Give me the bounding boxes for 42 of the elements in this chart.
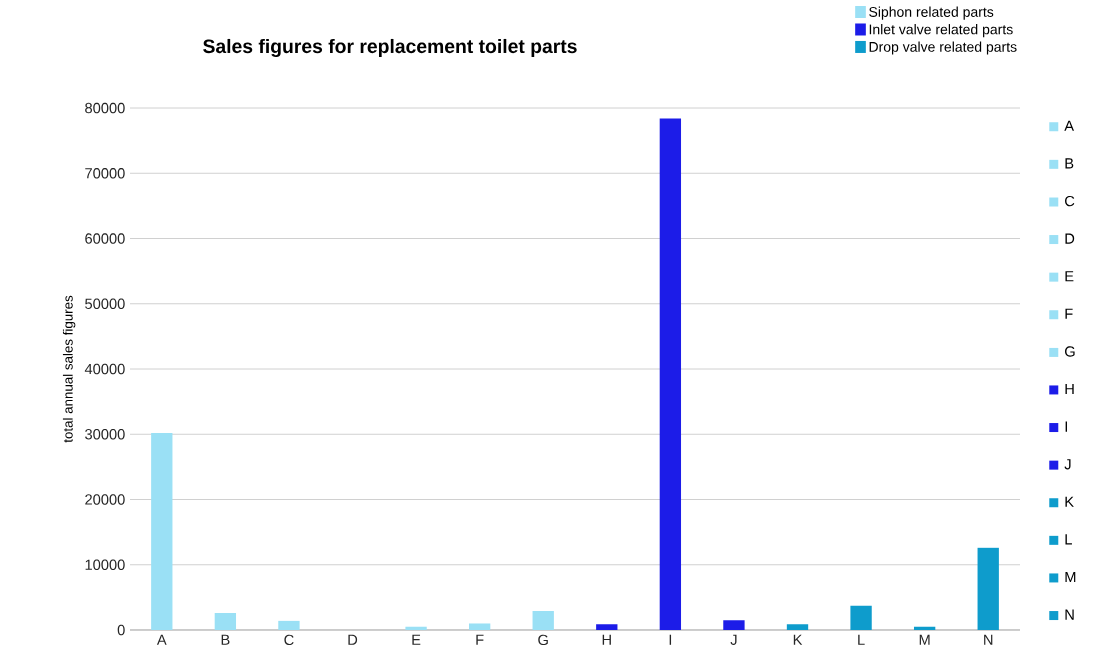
category-label: M bbox=[1065, 571, 1076, 583]
x-tick-label: K bbox=[793, 634, 803, 645]
x-tick-label: F bbox=[476, 634, 484, 645]
category-label: C bbox=[1065, 195, 1075, 207]
category-label: N bbox=[1065, 609, 1074, 620]
category-label: E bbox=[1065, 271, 1074, 282]
x-tick-label: L bbox=[858, 634, 865, 645]
x-tick-label: H bbox=[602, 634, 611, 645]
x-tick-label: C bbox=[284, 634, 294, 646]
legend-label: Drop valve related parts bbox=[869, 41, 1017, 55]
category-label: G bbox=[1065, 346, 1075, 357]
y-tick-label: 80000 bbox=[85, 102, 125, 114]
x-tick-label: N bbox=[984, 634, 993, 645]
x-tick-label: E bbox=[412, 634, 421, 645]
category-label: F bbox=[1065, 308, 1073, 319]
x-tick-label: I bbox=[669, 634, 672, 645]
y-tick-label: 60000 bbox=[85, 233, 125, 244]
category-label: J bbox=[1064, 459, 1071, 470]
category-label: B bbox=[1065, 158, 1074, 169]
y-tick-label: 0 bbox=[117, 624, 125, 636]
x-tick-label: G bbox=[538, 634, 548, 646]
y-axis-title: total annual sales figures bbox=[62, 295, 76, 443]
category-label: D bbox=[1065, 233, 1075, 244]
y-tick-label: 40000 bbox=[84, 363, 125, 375]
y-tick-label: 30000 bbox=[85, 429, 125, 440]
y-tick-label: 20000 bbox=[85, 494, 125, 505]
legend-label: Siphon related parts bbox=[869, 6, 994, 20]
chart-title: Sales figures for replacement toilet parts bbox=[203, 38, 577, 58]
category-label: A bbox=[1064, 120, 1075, 131]
y-tick-label: 10000 bbox=[85, 559, 125, 570]
category-label: L bbox=[1065, 534, 1072, 545]
y-tick-label: 70000 bbox=[85, 168, 125, 179]
x-tick-label: A bbox=[156, 634, 167, 645]
legend-label: Inlet valve related parts bbox=[869, 24, 1013, 38]
x-tick-label: M bbox=[919, 634, 930, 645]
category-label: H bbox=[1065, 383, 1074, 395]
x-tick-label: D bbox=[348, 634, 358, 645]
category-label: I bbox=[1065, 421, 1067, 432]
category-label: K bbox=[1065, 496, 1074, 507]
y-tick-label: 50000 bbox=[85, 298, 125, 309]
x-tick-label: J bbox=[730, 634, 737, 645]
x-tick-label: B bbox=[221, 634, 230, 645]
